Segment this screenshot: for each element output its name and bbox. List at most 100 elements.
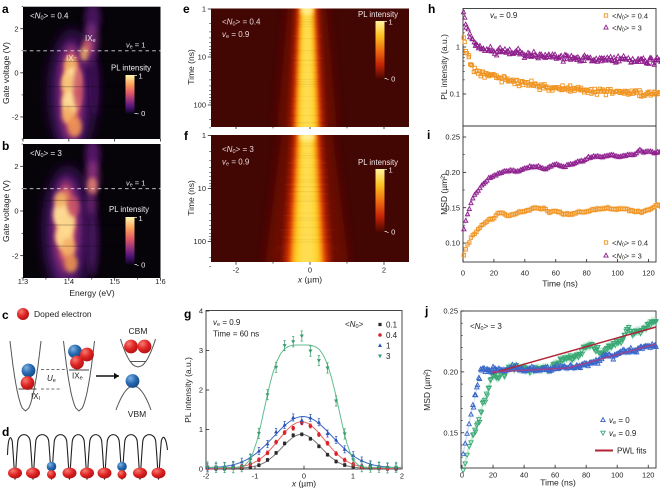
svg-text:1: 1 <box>389 166 393 175</box>
svg-text:0: 0 <box>461 268 465 277</box>
svg-text:i: i <box>427 128 430 142</box>
svg-text:100: 100 <box>611 471 624 480</box>
svg-text:IX−: IX− <box>66 54 77 63</box>
svg-text:2: 2 <box>199 386 203 395</box>
svg-text:ve = 0.9: ve = 0.9 <box>490 11 518 21</box>
svg-text:IXl: IXl <box>31 392 40 402</box>
svg-text:c: c <box>2 308 9 322</box>
svg-text:0.10: 0.10 <box>445 239 460 248</box>
svg-text:0: 0 <box>302 472 306 481</box>
svg-text:PL intensity: PL intensity <box>111 64 151 73</box>
svg-text:ve = 1: ve = 1 <box>126 179 145 189</box>
svg-text:0.1: 0.1 <box>450 90 460 99</box>
svg-text:f: f <box>184 129 189 143</box>
svg-text:-2: -2 <box>233 265 240 274</box>
svg-text:0.25: 0.25 <box>445 133 460 142</box>
svg-text:Ue: Ue <box>47 374 56 384</box>
svg-text:100: 100 <box>193 101 206 110</box>
svg-text:<N0>: <N0> <box>345 320 364 330</box>
svg-text:- 0: - 0 <box>137 109 146 118</box>
svg-text:0.15: 0.15 <box>445 203 460 212</box>
svg-text:0.20: 0.20 <box>443 368 458 377</box>
svg-text:1.5: 1.5 <box>109 277 119 286</box>
svg-text:3: 3 <box>199 346 203 355</box>
svg-text:h: h <box>428 2 435 16</box>
svg-text:3: 3 <box>386 352 391 361</box>
svg-text:Time (ns): Time (ns) <box>186 49 196 85</box>
svg-text:2: 2 <box>14 24 18 33</box>
svg-text:20: 20 <box>490 268 498 277</box>
svg-text:Time (ns): Time (ns) <box>540 478 576 488</box>
svg-text:j: j <box>424 304 428 318</box>
svg-text:0.15: 0.15 <box>443 428 458 437</box>
svg-text:0: 0 <box>14 207 18 216</box>
svg-text:<N0> = 3: <N0> = 3 <box>222 145 254 155</box>
svg-text:PL intensity (a.u.): PL intensity (a.u.) <box>183 357 193 423</box>
svg-text:MSD (µm²): MSD (µm²) <box>439 173 449 215</box>
svg-text:-2: -2 <box>203 472 210 481</box>
svg-text:0.1: 0.1 <box>386 321 398 330</box>
svg-text:- 0: - 0 <box>387 228 396 237</box>
svg-text:ve = 0: ve = 0 <box>609 416 630 426</box>
svg-text:PL intensity: PL intensity <box>109 205 149 214</box>
svg-text:ve = 0.9: ve = 0.9 <box>609 429 637 439</box>
svg-text:ve = 0.9: ve = 0.9 <box>222 158 250 168</box>
svg-text:<N0> = 0.4: <N0> = 0.4 <box>612 239 648 249</box>
svg-text:40: 40 <box>520 471 528 480</box>
svg-text:10: 10 <box>198 53 206 62</box>
svg-text:MSD (µm²): MSD (µm²) <box>422 369 432 411</box>
svg-text:20: 20 <box>489 471 497 480</box>
svg-text:Time (ns): Time (ns) <box>186 180 196 216</box>
svg-text:80: 80 <box>583 268 591 277</box>
svg-text:Time = 60 ns: Time = 60 ns <box>213 330 259 339</box>
svg-text:100: 100 <box>193 237 206 246</box>
svg-text:2: 2 <box>14 162 18 171</box>
svg-text:10: 10 <box>198 184 206 193</box>
svg-text:d: d <box>2 425 9 439</box>
svg-text:- 0: - 0 <box>137 261 146 270</box>
svg-text:<N0> = 3: <N0> = 3 <box>470 322 502 332</box>
svg-text:1: 1 <box>386 342 391 351</box>
svg-text:PL intensity: PL intensity <box>358 10 398 19</box>
svg-text:CBM: CBM <box>129 326 148 336</box>
svg-text:Gate voltage (V): Gate voltage (V) <box>1 42 11 104</box>
svg-text:PL intensity (a.u.): PL intensity (a.u.) <box>439 34 449 100</box>
svg-text:0.25: 0.25 <box>443 307 458 316</box>
svg-text:x (µm): x (µm) <box>291 479 316 489</box>
svg-text:4: 4 <box>199 307 203 316</box>
svg-text:Doped electron: Doped electron <box>34 309 92 319</box>
svg-text:VBM: VBM <box>128 409 146 419</box>
svg-text:Energy (eV): Energy (eV) <box>69 288 115 298</box>
svg-text:e: e <box>183 2 190 16</box>
svg-text:<N0> = 3: <N0> = 3 <box>612 252 642 262</box>
svg-text:<N0> = 3: <N0> = 3 <box>30 149 62 159</box>
svg-text:1: 1 <box>351 472 355 481</box>
svg-text:<N0> = 0.4: <N0> = 0.4 <box>222 18 261 28</box>
svg-text:1.3: 1.3 <box>18 277 28 286</box>
svg-text:100: 100 <box>611 268 624 277</box>
svg-text:120: 120 <box>642 268 655 277</box>
svg-text:Time (ns): Time (ns) <box>542 279 578 289</box>
svg-text:IXe: IXe <box>85 34 96 44</box>
svg-text:1: 1 <box>139 214 143 223</box>
svg-text:1: 1 <box>389 18 393 27</box>
svg-text:120: 120 <box>642 471 655 480</box>
svg-text:0.20: 0.20 <box>445 168 460 177</box>
svg-text:1: 1 <box>202 131 206 140</box>
svg-text:40: 40 <box>521 268 529 277</box>
svg-text:-1: -1 <box>252 472 259 481</box>
svg-text:ve = 0.9: ve = 0.9 <box>222 30 250 40</box>
svg-text:<N0> = 0.4: <N0> = 0.4 <box>30 12 69 22</box>
svg-text:-2: -2 <box>12 113 19 122</box>
svg-text:2: 2 <box>400 472 404 481</box>
svg-text:-2: -2 <box>12 251 19 260</box>
svg-text:2: 2 <box>382 265 386 274</box>
svg-text:PWL fits: PWL fits <box>617 447 646 456</box>
svg-text:g: g <box>184 307 191 321</box>
svg-text:1: 1 <box>202 5 206 14</box>
svg-text:1.6: 1.6 <box>155 277 165 286</box>
svg-text:60: 60 <box>552 268 560 277</box>
svg-text:<N0> = 3: <N0> = 3 <box>612 24 642 34</box>
svg-text:60: 60 <box>551 471 559 480</box>
svg-text:0: 0 <box>460 471 464 480</box>
